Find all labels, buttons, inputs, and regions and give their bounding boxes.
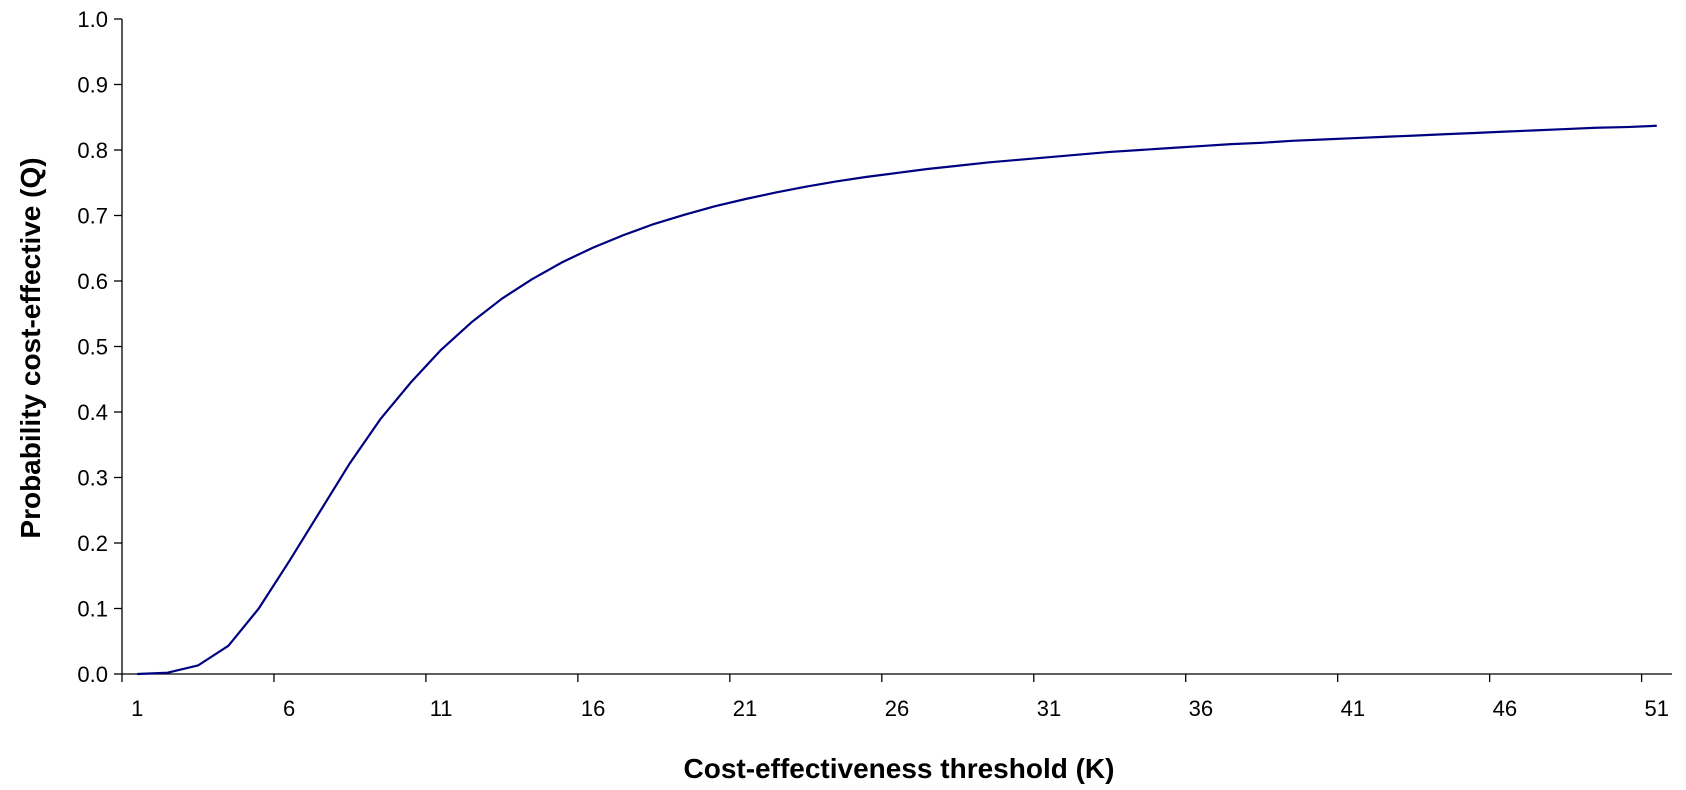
x-tick-label: 31 xyxy=(1037,696,1061,721)
y-tick-label: 0.4 xyxy=(77,400,108,425)
series-layer xyxy=(137,124,1657,676)
x-axis-title: Cost-effectiveness threshold (K) xyxy=(684,753,1115,784)
y-tick-label: 0.2 xyxy=(77,531,108,556)
y-tick-label: 0.1 xyxy=(77,597,108,622)
y-tick-label: 0.8 xyxy=(77,138,108,163)
y-tick-label: 1.0 xyxy=(77,7,108,32)
x-tick-label: 26 xyxy=(885,696,909,721)
x-tick-label: 1 xyxy=(131,696,143,721)
x-tick-label: 21 xyxy=(733,696,757,721)
x-tick-label: 46 xyxy=(1493,696,1517,721)
x-tick-label: 36 xyxy=(1189,696,1213,721)
y-tick-label: 0.6 xyxy=(77,269,108,294)
x-tick-label: 51 xyxy=(1645,696,1669,721)
y-tick-label: 0.9 xyxy=(77,73,108,98)
y-tick-label: 0.7 xyxy=(77,204,108,229)
y-tick-label: 0.3 xyxy=(77,466,108,491)
x-tick-label: 6 xyxy=(283,696,295,721)
x-tick-label: 16 xyxy=(581,696,605,721)
x-tick-label: 11 xyxy=(430,696,453,721)
ticks: 0.00.10.20.30.40.50.60.70.80.91.01 6 11 16 2… xyxy=(77,7,1669,721)
x-tick-label: 41 xyxy=(1341,696,1365,721)
y-tick-label: 0.0 xyxy=(77,662,108,687)
y-axis-title: Probability cost-effective (Q) xyxy=(15,157,46,538)
series-line xyxy=(137,124,1657,676)
y-tick-label: 0.5 xyxy=(77,335,108,360)
axes xyxy=(121,19,1672,675)
